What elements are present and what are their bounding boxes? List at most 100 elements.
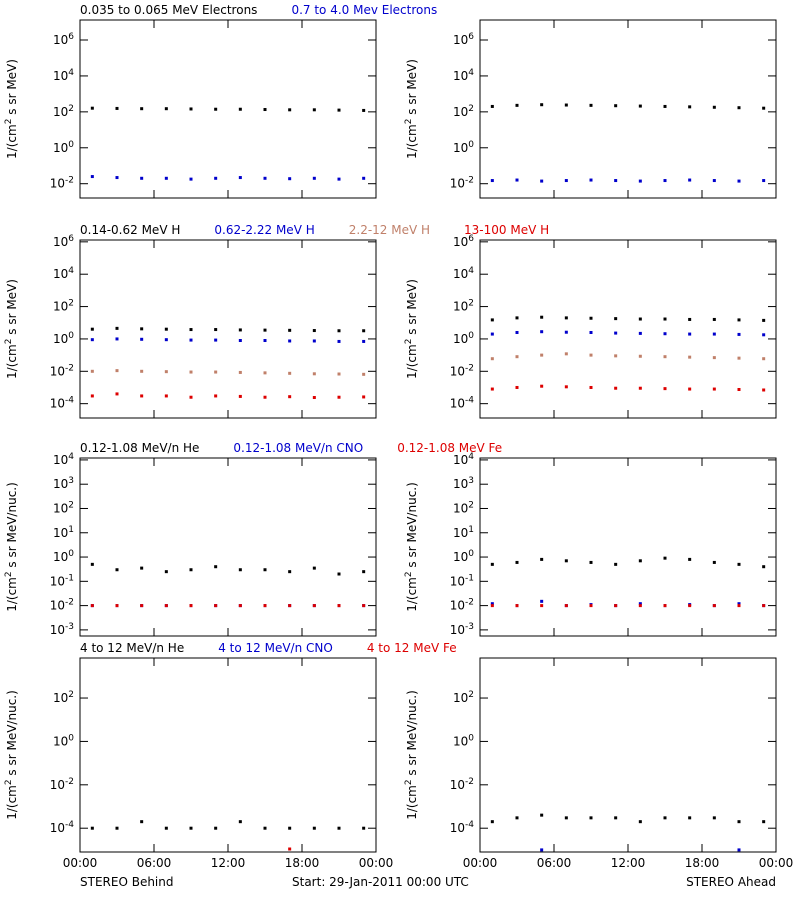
y-tick-label: 10-4 (450, 396, 475, 411)
data-point (589, 560, 593, 564)
data-point (337, 395, 341, 399)
data-point (490, 332, 494, 336)
data-point (663, 604, 667, 608)
data-point (263, 339, 267, 343)
data-point (214, 370, 218, 374)
data-point (737, 848, 741, 852)
data-point (115, 106, 119, 110)
data-point (362, 108, 366, 112)
y-tick-label: 100 (53, 331, 74, 346)
data-point (762, 565, 766, 569)
data-point (638, 602, 642, 606)
data-point (515, 604, 519, 608)
data-point (712, 317, 716, 321)
data-point (90, 394, 94, 398)
y-tick-label: 10-2 (50, 363, 74, 378)
y-tick-label: 100 (453, 549, 474, 564)
data-point (189, 338, 193, 342)
data-point (762, 106, 766, 110)
data-point (164, 338, 168, 342)
y-tick-label: 106 (453, 32, 474, 47)
data-point (540, 557, 544, 561)
data-point (515, 103, 519, 107)
plot-frame (79, 657, 377, 853)
data-point (712, 816, 716, 820)
data-point (638, 386, 642, 390)
data-point (540, 179, 544, 183)
legend-entry: 0.12-1.08 MeV/n CNO (233, 441, 363, 455)
y-axis-label: 1/(cm2 s sr MeV) (404, 279, 419, 379)
y-tick-label: 104 (453, 68, 474, 83)
data-point (614, 562, 618, 566)
data-point (663, 317, 667, 321)
data-point (362, 604, 366, 608)
data-point (164, 604, 168, 608)
data-point (564, 103, 568, 107)
data-point (115, 392, 119, 396)
y-tick-label: 10-2 (50, 777, 74, 792)
data-point (540, 353, 544, 357)
data-point (663, 104, 667, 108)
data-point (688, 604, 692, 608)
data-point (189, 395, 193, 399)
data-point (564, 179, 568, 183)
data-point (762, 333, 766, 337)
data-point (540, 599, 544, 603)
data-point (564, 559, 568, 563)
data-point (238, 568, 242, 572)
data-point (638, 179, 642, 183)
data-point (737, 106, 741, 110)
footer-center: Start: 29-Jan-2011 00:00 UTC (292, 875, 469, 889)
data-point (688, 105, 692, 109)
data-point (663, 816, 667, 820)
data-point (189, 370, 193, 374)
data-point (263, 108, 267, 112)
x-tick-label: 12:00 (611, 856, 646, 870)
data-point (238, 328, 242, 332)
data-point (263, 328, 267, 332)
data-point (663, 355, 667, 359)
y-tick-label: 102 (453, 500, 474, 515)
data-point (312, 566, 316, 570)
y-tick-label: 102 (53, 104, 74, 119)
y-tick-label: 106 (453, 234, 474, 249)
data-point (362, 395, 366, 399)
data-point (312, 826, 316, 830)
data-point (115, 337, 119, 341)
data-point (238, 394, 242, 398)
data-point (515, 816, 519, 820)
data-point (90, 369, 94, 373)
data-point (312, 108, 316, 112)
data-point (490, 318, 494, 322)
data-point (337, 108, 341, 112)
data-point (737, 179, 741, 183)
data-point (614, 331, 618, 335)
data-point (762, 318, 766, 322)
data-point (312, 396, 316, 400)
legend-entry: 0.12-1.08 MeV/n He (80, 441, 199, 455)
data-point (140, 327, 144, 331)
data-point (312, 176, 316, 180)
data-point (762, 357, 766, 361)
y-tick-label: 100 (453, 140, 474, 155)
x-tick-label: 00:00 (63, 856, 98, 870)
legend-entry: 0.62-2.22 MeV H (214, 223, 314, 237)
y-tick-label: 104 (453, 266, 474, 281)
data-point (540, 330, 544, 334)
legend-entry: 0.12-1.08 MeV Fe (397, 441, 502, 455)
data-point (564, 816, 568, 820)
data-point (688, 816, 692, 820)
data-point (564, 316, 568, 320)
y-tick-label: 102 (53, 690, 74, 705)
data-point (90, 327, 94, 331)
y-tick-label: 102 (53, 299, 74, 314)
data-point (337, 826, 341, 830)
y-axis-label: 1/(cm2 s sr MeV/nuc.) (4, 690, 19, 820)
data-point (288, 339, 292, 343)
y-tick-label: 102 (53, 500, 74, 515)
data-point (564, 330, 568, 334)
data-point (737, 562, 741, 566)
y-tick-label: 10-2 (50, 598, 74, 613)
data-point (638, 604, 642, 608)
y-tick-label: 10-3 (50, 622, 74, 637)
